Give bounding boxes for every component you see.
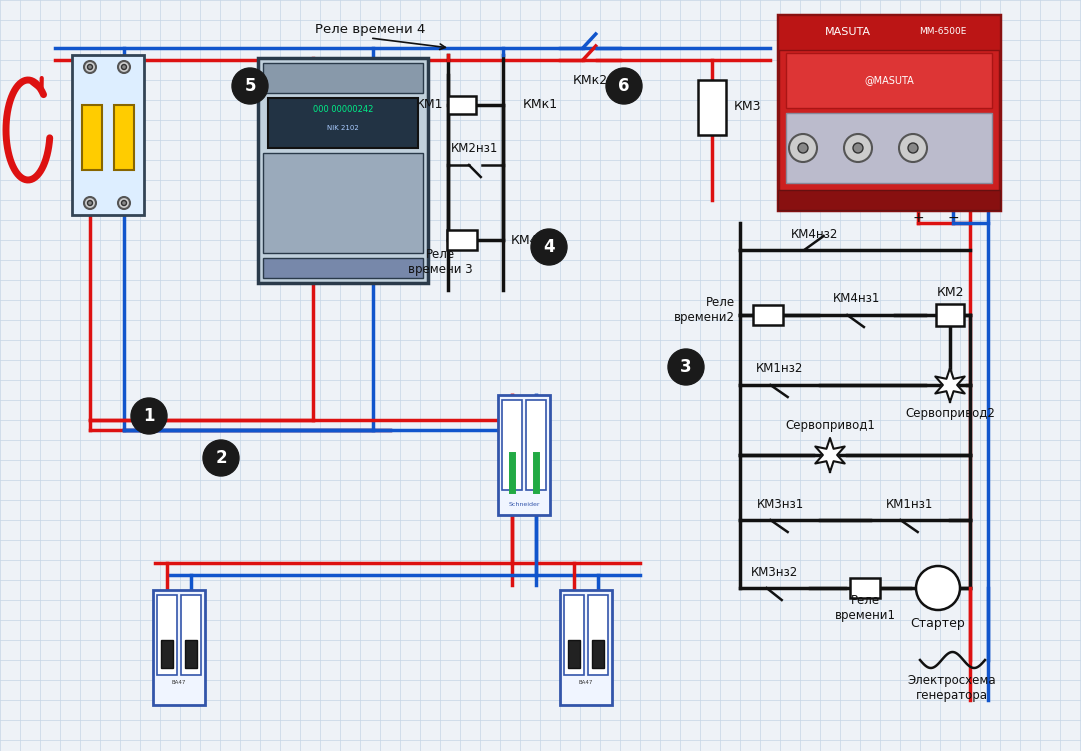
- FancyBboxPatch shape: [778, 15, 1000, 50]
- FancyBboxPatch shape: [448, 96, 476, 114]
- Circle shape: [203, 440, 239, 476]
- Polygon shape: [935, 368, 964, 402]
- Text: Реле
времени 3: Реле времени 3: [408, 248, 472, 276]
- Text: КМ2нз1: КМ2нз1: [451, 143, 498, 155]
- Text: NIK 2102: NIK 2102: [328, 125, 359, 131]
- FancyBboxPatch shape: [778, 15, 1000, 210]
- Text: КМ4: КМ4: [511, 234, 538, 246]
- FancyBboxPatch shape: [258, 58, 428, 283]
- FancyBboxPatch shape: [568, 640, 580, 668]
- Circle shape: [531, 229, 568, 265]
- Text: КМ1нз1: КМ1нз1: [886, 497, 934, 511]
- FancyBboxPatch shape: [185, 640, 197, 668]
- Text: КМ1нз2: КМ1нз2: [757, 363, 803, 376]
- FancyBboxPatch shape: [936, 304, 964, 326]
- FancyBboxPatch shape: [181, 595, 201, 675]
- FancyBboxPatch shape: [564, 595, 584, 675]
- Text: @MASUTA: @MASUTA: [864, 75, 913, 85]
- FancyBboxPatch shape: [263, 63, 423, 93]
- FancyBboxPatch shape: [850, 578, 880, 598]
- Text: ВА47: ВА47: [172, 680, 186, 684]
- Text: 2: 2: [215, 449, 227, 467]
- Text: Электросхема
генератора: Электросхема генератора: [908, 674, 997, 702]
- FancyBboxPatch shape: [268, 98, 418, 148]
- FancyBboxPatch shape: [154, 590, 205, 705]
- Circle shape: [899, 134, 927, 162]
- FancyBboxPatch shape: [82, 105, 102, 170]
- FancyBboxPatch shape: [498, 395, 550, 515]
- FancyBboxPatch shape: [161, 640, 173, 668]
- Text: Реле времени 4: Реле времени 4: [315, 23, 425, 37]
- Text: Schneider: Schneider: [508, 502, 539, 508]
- FancyBboxPatch shape: [592, 640, 604, 668]
- FancyBboxPatch shape: [786, 53, 992, 108]
- FancyBboxPatch shape: [786, 113, 992, 183]
- FancyBboxPatch shape: [526, 400, 546, 490]
- Text: 3: 3: [680, 358, 692, 376]
- Text: КМ4нз1: КМ4нз1: [833, 292, 881, 306]
- FancyBboxPatch shape: [753, 305, 783, 325]
- Text: MASUTA: MASUTA: [825, 27, 871, 37]
- Circle shape: [853, 143, 863, 153]
- Text: 6: 6: [618, 77, 630, 95]
- FancyBboxPatch shape: [778, 190, 1000, 210]
- Text: КМ3: КМ3: [734, 101, 761, 113]
- FancyBboxPatch shape: [588, 595, 608, 675]
- FancyBboxPatch shape: [560, 590, 612, 705]
- Text: MM-6500E: MM-6500E: [919, 28, 966, 37]
- FancyBboxPatch shape: [114, 105, 134, 170]
- Text: КМ3нз1: КМ3нз1: [757, 497, 803, 511]
- FancyBboxPatch shape: [72, 55, 144, 215]
- Text: 5: 5: [244, 77, 256, 95]
- Text: КМк1: КМк1: [523, 98, 558, 111]
- Text: КМ1: КМ1: [415, 98, 443, 111]
- Circle shape: [844, 134, 872, 162]
- Text: ВА47: ВА47: [578, 680, 593, 684]
- Circle shape: [606, 68, 642, 104]
- Text: КМ3нз2: КМ3нз2: [751, 566, 799, 578]
- Circle shape: [118, 197, 130, 209]
- Circle shape: [84, 197, 96, 209]
- Text: 000 00000242: 000 00000242: [312, 105, 373, 114]
- Circle shape: [88, 65, 93, 70]
- Circle shape: [798, 143, 808, 153]
- Circle shape: [668, 349, 704, 385]
- FancyBboxPatch shape: [448, 230, 477, 250]
- Circle shape: [121, 65, 126, 70]
- Text: Реле
времени2: Реле времени2: [673, 296, 735, 324]
- Text: Стартер: Стартер: [910, 617, 965, 629]
- Circle shape: [789, 134, 817, 162]
- FancyBboxPatch shape: [263, 258, 423, 278]
- Text: КМ2: КМ2: [936, 286, 964, 300]
- Text: Сервопривод1: Сервопривод1: [785, 418, 875, 432]
- Circle shape: [908, 143, 918, 153]
- FancyBboxPatch shape: [157, 595, 177, 675]
- Polygon shape: [815, 438, 844, 472]
- Circle shape: [232, 68, 268, 104]
- Text: Реле
времени1: Реле времени1: [835, 594, 895, 622]
- Text: 1: 1: [144, 407, 155, 425]
- FancyBboxPatch shape: [502, 400, 522, 490]
- FancyBboxPatch shape: [698, 80, 726, 135]
- Circle shape: [118, 61, 130, 73]
- Text: Сервопривод2: Сервопривод2: [905, 406, 995, 420]
- Text: +: +: [912, 211, 924, 225]
- Circle shape: [916, 566, 960, 610]
- Circle shape: [84, 61, 96, 73]
- Circle shape: [121, 201, 126, 206]
- FancyBboxPatch shape: [263, 153, 423, 253]
- Text: КМ4нз2: КМ4нз2: [791, 228, 839, 240]
- Circle shape: [88, 201, 93, 206]
- Text: КМк2: КМк2: [573, 74, 608, 86]
- Text: 4: 4: [543, 238, 555, 256]
- Text: −: −: [947, 211, 959, 225]
- Circle shape: [131, 398, 166, 434]
